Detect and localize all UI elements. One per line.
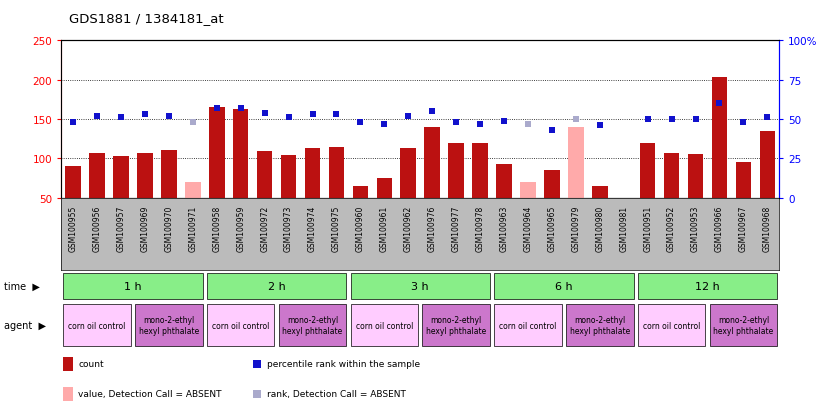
Bar: [423, 304, 490, 347]
Text: GSM100952: GSM100952: [667, 206, 676, 252]
Bar: [185, 183, 201, 198]
Bar: [113, 157, 129, 198]
Bar: [735, 163, 752, 198]
Bar: [496, 164, 512, 198]
Text: corn oil control: corn oil control: [499, 321, 557, 330]
Text: GSM100970: GSM100970: [164, 206, 174, 252]
Bar: [640, 143, 655, 198]
Bar: [544, 171, 560, 198]
Text: mono-2-ethyl
hexyl phthalate: mono-2-ethyl hexyl phthalate: [713, 316, 774, 335]
Bar: [566, 304, 633, 347]
Bar: [568, 128, 583, 198]
Bar: [65, 167, 81, 198]
Bar: [353, 187, 368, 198]
Bar: [64, 304, 131, 347]
Bar: [592, 187, 608, 198]
Bar: [663, 154, 680, 198]
Bar: [520, 183, 536, 198]
Bar: [351, 304, 418, 347]
Bar: [401, 149, 416, 198]
Text: corn oil control: corn oil control: [212, 321, 269, 330]
Text: GSM100966: GSM100966: [715, 206, 724, 252]
Text: GSM100964: GSM100964: [523, 206, 533, 252]
Text: GSM100957: GSM100957: [117, 206, 126, 252]
Text: value, Detection Call = ABSENT: value, Detection Call = ABSENT: [78, 389, 222, 399]
Bar: [329, 148, 344, 198]
Text: GSM100981: GSM100981: [619, 206, 628, 252]
Text: 12 h: 12 h: [695, 281, 720, 291]
Text: rank, Detection Call = ABSENT: rank, Detection Call = ABSENT: [267, 389, 406, 399]
Bar: [494, 273, 633, 299]
Text: GSM100963: GSM100963: [499, 206, 508, 252]
Text: GSM100971: GSM100971: [188, 206, 197, 252]
Bar: [712, 78, 727, 198]
Text: GSM100959: GSM100959: [236, 206, 246, 252]
Text: agent  ▶: agent ▶: [4, 320, 46, 330]
Text: time  ▶: time ▶: [4, 281, 40, 291]
Text: GSM100953: GSM100953: [691, 206, 700, 252]
Text: GSM100969: GSM100969: [140, 206, 149, 252]
Text: GSM100973: GSM100973: [284, 206, 293, 252]
Text: GSM100980: GSM100980: [595, 206, 605, 252]
Text: GSM100961: GSM100961: [379, 206, 389, 252]
Bar: [760, 131, 775, 198]
Bar: [688, 155, 703, 198]
Text: mono-2-ethyl
hexyl phthalate: mono-2-ethyl hexyl phthalate: [426, 316, 486, 335]
Bar: [64, 357, 73, 371]
Text: mono-2-ethyl
hexyl phthalate: mono-2-ethyl hexyl phthalate: [570, 316, 630, 335]
Bar: [161, 150, 177, 198]
Bar: [279, 304, 346, 347]
Text: GSM100968: GSM100968: [763, 206, 772, 252]
Bar: [281, 156, 296, 198]
Text: 1 h: 1 h: [124, 281, 142, 291]
Bar: [209, 108, 224, 198]
Text: GSM100974: GSM100974: [308, 206, 317, 252]
Bar: [257, 151, 273, 198]
Text: GSM100979: GSM100979: [571, 206, 580, 252]
Text: GSM100955: GSM100955: [69, 206, 78, 252]
Text: GSM100978: GSM100978: [476, 206, 485, 252]
Text: GSM100967: GSM100967: [738, 206, 748, 252]
Text: 3 h: 3 h: [411, 281, 429, 291]
Bar: [64, 273, 202, 299]
Bar: [494, 304, 561, 347]
Text: count: count: [78, 359, 104, 368]
Bar: [376, 178, 392, 198]
Bar: [233, 109, 249, 198]
Text: GSM100972: GSM100972: [260, 206, 269, 252]
Bar: [448, 143, 464, 198]
Bar: [89, 154, 105, 198]
Text: GSM100960: GSM100960: [356, 206, 365, 252]
Bar: [351, 273, 490, 299]
Text: corn oil control: corn oil control: [69, 321, 126, 330]
Bar: [135, 304, 202, 347]
Bar: [638, 304, 705, 347]
Text: mono-2-ethyl
hexyl phthalate: mono-2-ethyl hexyl phthalate: [282, 316, 343, 335]
Text: GSM100962: GSM100962: [404, 206, 413, 252]
Bar: [424, 128, 440, 198]
Text: corn oil control: corn oil control: [356, 321, 413, 330]
Bar: [472, 143, 488, 198]
Text: 6 h: 6 h: [555, 281, 573, 291]
Text: 2 h: 2 h: [268, 281, 286, 291]
Bar: [64, 387, 73, 401]
Text: mono-2-ethyl
hexyl phthalate: mono-2-ethyl hexyl phthalate: [139, 316, 199, 335]
Text: GSM100975: GSM100975: [332, 206, 341, 252]
Text: percentile rank within the sample: percentile rank within the sample: [267, 359, 420, 368]
Bar: [207, 273, 346, 299]
Text: GSM100977: GSM100977: [451, 206, 461, 252]
Text: GSM100958: GSM100958: [212, 206, 221, 252]
Text: GSM100951: GSM100951: [643, 206, 652, 252]
Text: GSM100965: GSM100965: [548, 206, 557, 252]
Bar: [207, 304, 274, 347]
Text: GSM100956: GSM100956: [92, 206, 102, 252]
Text: GSM100976: GSM100976: [428, 206, 437, 252]
Bar: [710, 304, 777, 347]
Bar: [137, 154, 153, 198]
Bar: [638, 273, 777, 299]
Text: GDS1881 / 1384181_at: GDS1881 / 1384181_at: [69, 12, 224, 25]
Text: corn oil control: corn oil control: [643, 321, 700, 330]
Bar: [616, 198, 632, 234]
Bar: [304, 149, 321, 198]
